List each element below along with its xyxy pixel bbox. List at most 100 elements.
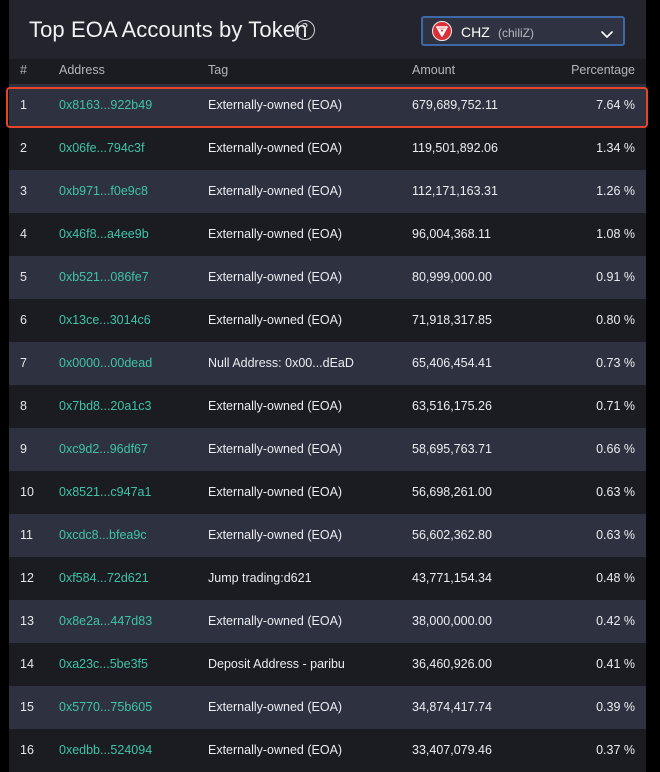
row-index: 16 [20,743,34,757]
row-tag: Externally-owned (EOA) [208,528,343,542]
chevron-down-icon[interactable] [601,26,613,44]
table-row: 8 0x7bd8...20a1c3 Externally-owned (EOA) 63… [9,385,646,428]
row-tag: Externally-owned (EOA) [208,399,343,413]
token-name: (chiliZ) [498,26,534,40]
row-amount: 119,501,892.06 [412,141,498,155]
row-tag: Externally-owned (EOA) [208,743,343,757]
address-link[interactable]: 0x46f8...a4ee9b [59,227,149,241]
token-select[interactable]: CHZ (chiliZ) [421,16,625,46]
row-percentage: 0.39 % [596,700,635,714]
column-header-tag[interactable]: Tag [208,63,229,77]
address-link[interactable]: 0x7bd8...20a1c3 [59,399,152,413]
row-amount: 56,698,261.00 [412,485,492,499]
row-index: 15 [20,700,34,714]
row-amount: 65,406,454.41 [412,356,492,370]
row-percentage: 1.08 % [596,227,635,241]
row-tag: Deposit Address - paribu [208,657,345,671]
row-amount: 43,771,154.34 [412,571,492,585]
help-icon[interactable]: ? [295,20,315,40]
table-row: 11 0xcdc8...bfea9c Externally-owned (EOA) 5… [9,514,646,557]
address-link[interactable]: 0x8521...c947a1 [59,485,152,499]
row-tag: Jump trading:d621 [208,571,312,585]
row-percentage: 0.42 % [596,614,635,628]
table-row: 1 0x8163...922b49 Externally-owned (EOA) 67… [9,84,646,127]
row-amount: 80,999,000.00 [412,270,492,284]
address-link[interactable]: 0x13ce...3014c6 [59,313,151,327]
row-tag: Externally-owned (EOA) [208,184,343,198]
row-index: 10 [20,485,34,499]
row-amount: 679,689,752.11 [412,98,498,112]
table-row: 13 0x8e2a...447d83 Externally-owned (EOA) 3… [9,600,646,643]
address-link[interactable]: 0xc9d2...96df67 [59,442,148,456]
address-link[interactable]: 0xedbb...524094 [59,743,153,757]
row-amount: 33,407,079.46 [412,743,492,757]
address-link[interactable]: 0xf584...72d621 [59,571,149,585]
row-index: 14 [20,657,34,671]
table-row: 5 0xb521...086fe7 Externally-owned (EOA) 80… [9,256,646,299]
address-link[interactable]: 0x8e2a...447d83 [59,614,153,628]
row-percentage: 0.73 % [596,356,635,370]
column-header-address[interactable]: Address [59,63,105,77]
row-index: 4 [20,227,27,241]
row-index: 13 [20,614,34,628]
row-tag: Externally-owned (EOA) [208,98,343,112]
row-amount: 96,004,368.11 [412,227,492,241]
row-percentage: 0.37 % [596,743,635,757]
row-index: 12 [20,571,34,585]
row-tag: Externally-owned (EOA) [208,700,343,714]
address-link[interactable]: 0xb971...f0e9c8 [59,184,148,198]
row-index: 6 [20,313,27,327]
page-title: Top EOA Accounts by Token [29,17,308,42]
row-index: 5 [20,270,27,284]
row-index: 8 [20,399,27,413]
address-link[interactable]: 0xb521...086fe7 [59,270,149,284]
address-link[interactable]: 0xa23c...5be3f5 [59,657,148,671]
table-row: 3 0xb971...f0e9c8 Externally-owned (EOA) 11… [9,170,646,213]
row-index: 1 [20,98,27,112]
row-tag: Null Address: 0x00...dEaD [208,356,354,370]
row-percentage: 0.91 % [596,270,635,284]
address-link[interactable]: 0x0000...00dead [59,356,153,370]
row-amount: 71,918,317.85 [412,313,492,327]
row-percentage: 1.26 % [596,184,635,198]
address-link[interactable]: 0x5770...75b605 [59,700,153,714]
row-amount: 63,516,175.26 [412,399,492,413]
row-percentage: 0.63 % [596,485,635,499]
column-header-index: # [20,63,27,77]
address-link[interactable]: 0x06fe...794c3f [59,141,145,155]
row-percentage: 0.41 % [596,657,635,671]
address-link[interactable]: 0xcdc8...bfea9c [59,528,147,542]
accounts-table-body: 1 0x8163...922b49 Externally-owned (EOA) 67… [9,84,646,772]
row-amount: 112,171,163.31 [412,184,498,198]
table-row: 6 0x13ce...3014c6 Externally-owned (EOA) 71… [9,299,646,342]
row-percentage: 0.80 % [596,313,635,327]
table-row: 15 0x5770...75b605 Externally-owned (EOA) 3… [9,686,646,729]
column-header-percentage[interactable]: Percentage [571,63,635,77]
row-amount: 58,695,763.71 [412,442,492,456]
table-row: 10 0x8521...c947a1 Externally-owned (EOA) 5… [9,471,646,514]
row-tag: Externally-owned (EOA) [208,270,343,284]
row-index: 7 [20,356,27,370]
table-row: 12 0xf584...72d621 Jump trading:d621 43,771… [9,557,646,600]
row-tag: Externally-owned (EOA) [208,227,343,241]
table-row: 14 0xa23c...5be3f5 Deposit Address - parib… [9,643,646,686]
row-percentage: 0.71 % [596,399,635,413]
row-percentage: 1.34 % [596,141,635,155]
row-tag: Externally-owned (EOA) [208,614,343,628]
row-percentage: 7.64 % [596,98,635,112]
row-amount: 34,874,417.74 [412,700,492,714]
row-tag: Externally-owned (EOA) [208,485,343,499]
table-row: 2 0x06fe...794c3f Externally-owned (EOA) 11… [9,127,646,170]
panel-header: Top EOA Accounts by Token ? CHZ (chiliZ) [9,0,646,59]
row-index: 11 [20,528,33,542]
table-row: 7 0x0000...00dead Null Address: 0x00...dEa… [9,342,646,385]
address-link[interactable]: 0x8163...922b49 [59,98,153,112]
row-percentage: 0.66 % [596,442,635,456]
column-header-amount[interactable]: Amount [412,63,456,77]
row-percentage: 0.48 % [596,571,635,585]
row-index: 9 [20,442,27,456]
row-index: 3 [20,184,27,198]
row-index: 2 [20,141,27,155]
row-amount: 36,460,926.00 [412,657,492,671]
table-row: 9 0xc9d2...96df67 Externally-owned (EOA) 58… [9,428,646,471]
